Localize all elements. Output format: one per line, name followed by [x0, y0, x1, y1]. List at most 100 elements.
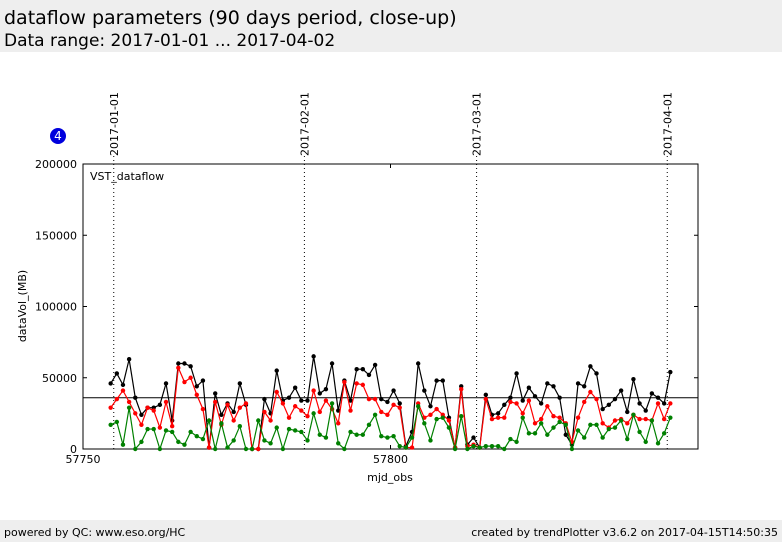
data-point — [133, 446, 138, 452]
plot-annotation: VST_dataflow — [90, 170, 164, 183]
data-point — [188, 429, 193, 435]
data-point — [514, 439, 519, 445]
data-point — [637, 401, 642, 406]
data-point — [582, 384, 587, 389]
data-point — [385, 435, 390, 440]
data-point — [194, 384, 199, 389]
date-marker-label: 2017-01-01 — [108, 92, 121, 156]
data-point — [575, 428, 581, 433]
data-point — [268, 418, 273, 423]
data-point — [336, 408, 341, 413]
data-point — [452, 446, 458, 452]
data-point — [126, 405, 132, 410]
data-point — [495, 411, 501, 416]
data-point — [206, 418, 212, 423]
data-point — [299, 398, 304, 403]
data-point — [618, 388, 624, 393]
data-point — [545, 381, 550, 386]
data-point — [256, 446, 261, 452]
data-point — [200, 406, 206, 412]
data-point — [225, 445, 230, 450]
data-point — [366, 422, 372, 427]
data-point — [213, 391, 218, 396]
data-point — [219, 412, 224, 417]
data-point — [163, 428, 169, 433]
date-marker-label: 2017-04-01 — [661, 92, 674, 156]
data-point — [551, 414, 556, 419]
data-point — [323, 435, 329, 440]
data-point — [219, 421, 224, 426]
series-line — [110, 356, 671, 450]
data-point — [336, 421, 341, 426]
data-point — [606, 426, 612, 432]
data-point — [348, 429, 353, 435]
x-tick-label: 57750 — [66, 453, 101, 466]
data-point — [311, 411, 316, 416]
data-point — [379, 433, 384, 439]
data-point — [206, 445, 212, 450]
data-point — [618, 418, 624, 423]
data-point — [563, 422, 568, 427]
data-point — [514, 401, 519, 406]
data-point — [575, 415, 581, 420]
data-point — [274, 368, 279, 373]
data-point — [385, 399, 390, 405]
data-point — [311, 388, 316, 393]
data-point — [256, 418, 261, 423]
data-point — [151, 426, 156, 432]
data-point — [514, 371, 519, 376]
x-axis-label: mjd_obs — [367, 471, 413, 484]
data-point — [508, 395, 513, 400]
data-point — [169, 429, 175, 435]
data-point — [317, 391, 322, 396]
data-point — [354, 381, 359, 386]
data-point — [643, 416, 648, 422]
data-point — [582, 435, 587, 440]
data-point — [139, 422, 144, 427]
x-tick-label: 57800 — [373, 453, 408, 466]
data-point — [477, 445, 482, 450]
data-point — [489, 443, 495, 449]
data-point — [508, 436, 513, 442]
data-point — [342, 379, 347, 385]
date-marker-label: 2017-02-01 — [298, 92, 311, 156]
data-point — [594, 371, 599, 376]
y-tick-label: 200000 — [35, 158, 77, 171]
data-point — [661, 431, 667, 436]
data-point — [163, 399, 169, 405]
data-point — [502, 446, 507, 452]
data-point — [643, 408, 648, 413]
data-point — [637, 416, 642, 422]
data-point — [133, 411, 138, 416]
data-point — [471, 443, 476, 449]
badge — [50, 128, 66, 144]
data-point — [649, 391, 655, 396]
data-point — [360, 367, 366, 372]
data-point — [557, 419, 562, 425]
data-point — [323, 398, 329, 403]
data-point — [397, 401, 402, 406]
data-point — [538, 401, 544, 406]
data-point — [120, 382, 126, 388]
data-point — [502, 402, 507, 408]
data-point — [237, 381, 243, 386]
data-point — [538, 416, 544, 422]
data-point — [612, 396, 618, 402]
data-point — [520, 415, 525, 420]
data-point — [145, 405, 150, 410]
data-point — [317, 432, 322, 437]
data-point — [372, 396, 378, 402]
data-point — [305, 414, 310, 419]
footer-band — [0, 520, 782, 542]
data-point — [563, 432, 568, 437]
data-point — [397, 405, 402, 410]
data-point — [157, 425, 163, 430]
y-tick-label: 0 — [70, 443, 77, 456]
data-point — [428, 438, 433, 443]
data-point — [600, 435, 605, 440]
data-point — [465, 446, 470, 452]
data-point — [440, 378, 445, 383]
data-point — [649, 418, 655, 423]
data-point — [520, 411, 525, 416]
series-line — [110, 365, 671, 450]
